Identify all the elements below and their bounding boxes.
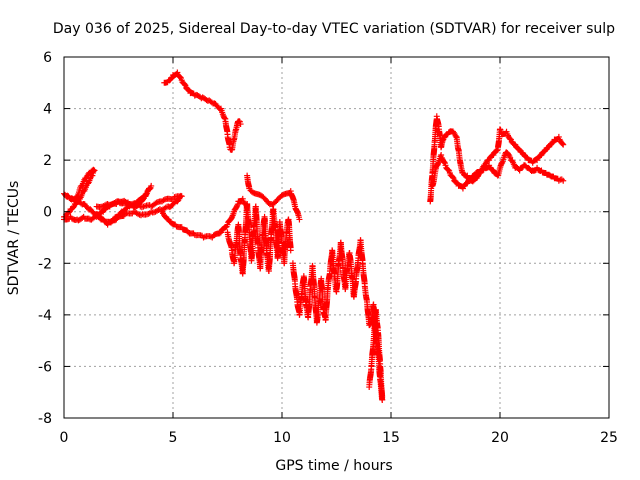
plot-frame: [63, 56, 610, 419]
series-segment-evening-lower: [429, 149, 567, 192]
x-tick-label: 20: [491, 430, 509, 446]
chart-title: Day 036 of 2025, Sidereal Day-to-day VTE…: [53, 21, 615, 37]
x-axis-label: GPS time / hours: [275, 458, 392, 474]
x-tick-label: 5: [169, 430, 178, 446]
series-segment-mid-band: [93, 192, 185, 228]
series-segment-evening-upper: [427, 113, 567, 205]
y-tick-label: 4: [43, 102, 52, 118]
series-segment-morning-high: [161, 69, 244, 153]
series-segment-midday-spikes: [244, 172, 303, 223]
series-segment-afternoon-drop: [289, 237, 386, 403]
y-tick-label: -4: [38, 308, 52, 324]
y-axis-label: SDTVAR / TECUs: [6, 181, 22, 296]
series-segment-morning-dip: [159, 195, 248, 241]
x-tick-label: 15: [382, 430, 400, 446]
axis-ticks: 0 5 10 15 20 25 -8 -6 -4 -2 0 2 4 6: [38, 50, 618, 446]
y-tick-label: 0: [43, 205, 52, 221]
x-tick-label: 25: [600, 430, 618, 446]
gridlines: [64, 57, 609, 418]
x-tick-label: 0: [60, 430, 69, 446]
data-points: [61, 69, 567, 403]
series-segment-midday-cluster: [224, 200, 294, 277]
y-tick-label: -6: [38, 359, 52, 375]
y-tick-label: -2: [38, 256, 52, 272]
y-tick-label: 2: [43, 153, 52, 169]
x-tick-label: 10: [273, 430, 291, 446]
y-tick-label: 6: [43, 50, 52, 66]
y-tick-label: -8: [38, 411, 52, 427]
